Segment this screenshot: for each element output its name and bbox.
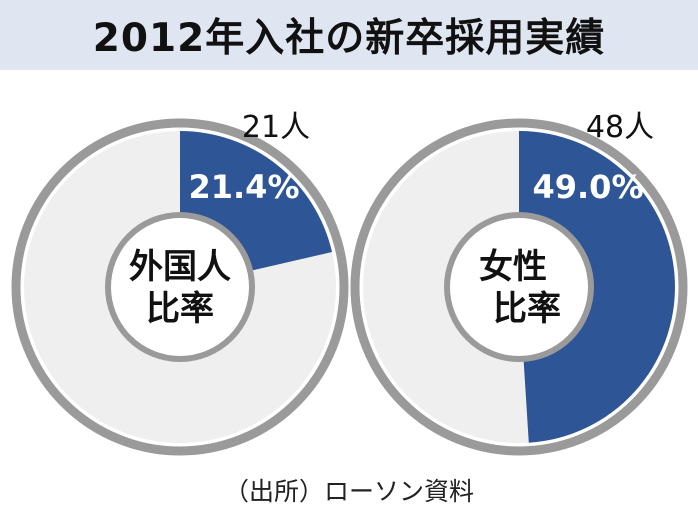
donut-hole [108,215,252,359]
slice-value-label: 49.0% [532,168,643,206]
center-label-line2: 比率 [493,289,561,329]
donut-slice [519,131,675,443]
title-bar: 2012年入社の新卒採用実績 [0,0,698,70]
donut-outer-ring [11,118,349,456]
count-label: 21人 [242,110,310,145]
center-label-line2: 比率 [146,289,214,329]
center-label-line1: 女性 [479,247,547,287]
count-label: 48人 [586,110,654,145]
donut-inner-ring [105,212,255,362]
donut-chart-female: 49.0% 48人 女性 比率 [350,110,688,456]
source-note: （出所）ローソン資料 [223,477,474,506]
donut-outer-ring [350,118,688,456]
slice-value-label: 21.4% [188,168,299,206]
donut-inner-ring [444,212,594,362]
donut-chart-foreign: 21.4% 21人 外国人 比率 [11,110,349,456]
donut-hole [447,215,591,359]
chart-title: 2012年入社の新卒採用実績 [92,16,606,61]
center-label-line1: 外国人 [129,247,231,287]
